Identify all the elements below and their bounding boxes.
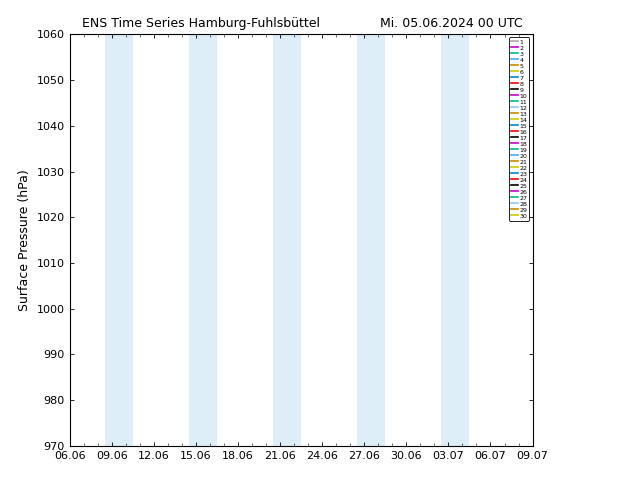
Bar [357,34,385,446]
Text: Mi. 05.06.2024 00 UTC: Mi. 05.06.2024 00 UTC [380,17,523,30]
Bar [441,34,469,446]
Y-axis label: Surface Pressure (hPa): Surface Pressure (hPa) [18,169,31,311]
Bar [189,34,217,446]
Legend: 1, 2, 3, 4, 5, 6, 7, 8, 9, 10, 11, 12, 13, 14, 15, 16, 17, 18, 19, 20, 21, 22, 2: 1, 2, 3, 4, 5, 6, 7, 8, 9, 10, 11, 12, 1… [509,37,529,220]
Bar [105,34,133,446]
Text: ENS Time Series Hamburg-Fuhlsbüttel: ENS Time Series Hamburg-Fuhlsbüttel [82,17,320,30]
Bar [273,34,301,446]
